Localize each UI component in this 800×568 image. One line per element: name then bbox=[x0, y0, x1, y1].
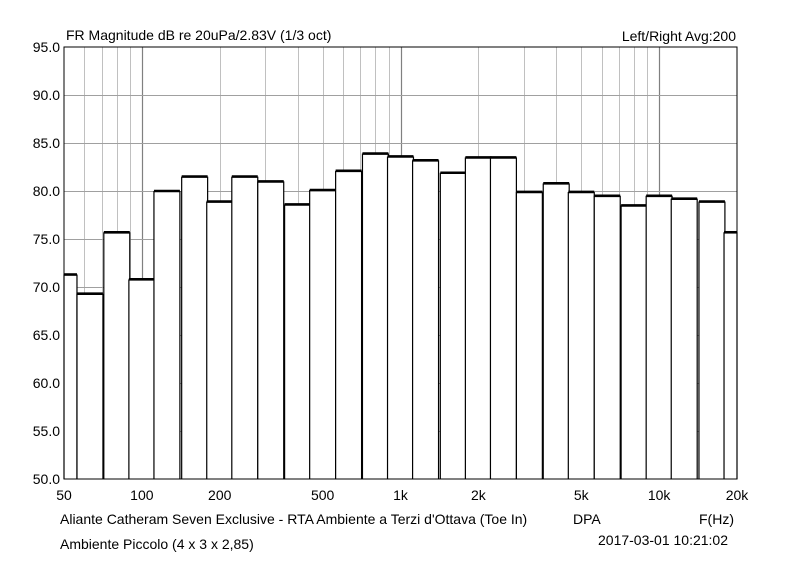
x-tick-label: 200 bbox=[208, 487, 232, 503]
y-tick-label: 95.0 bbox=[33, 39, 60, 55]
y-tick-label: 55.0 bbox=[33, 423, 60, 439]
band-bar-fill bbox=[387, 156, 414, 479]
band-bar-fill bbox=[412, 160, 439, 479]
band-bar-fill bbox=[671, 198, 698, 479]
band-bar-fill bbox=[128, 279, 155, 479]
channel-average-label: Left/Right Avg:200 bbox=[621, 28, 736, 44]
bars bbox=[63, 152, 738, 480]
x-tick-label: 5k bbox=[574, 487, 590, 503]
band-bar-fill bbox=[362, 153, 389, 479]
band-bar-fill bbox=[621, 205, 648, 479]
band-bar-fill bbox=[64, 274, 77, 479]
room-description: Ambiente Piccolo (4 x 3 x 2,85) bbox=[60, 536, 254, 552]
band-bar-fill bbox=[465, 157, 492, 479]
x-axis-unit-label: F(Hz) bbox=[699, 511, 734, 527]
y-tick-label: 65.0 bbox=[33, 327, 60, 343]
band-bar-fill bbox=[206, 201, 233, 479]
band-bar-fill bbox=[646, 195, 673, 480]
y-tick-label: 50.0 bbox=[33, 471, 60, 487]
x-tick-label: 2k bbox=[471, 487, 487, 503]
band-bar-fill bbox=[153, 191, 180, 479]
band-bar-fill bbox=[440, 172, 467, 479]
band-bar-fill bbox=[698, 201, 725, 479]
band-bar-fill bbox=[594, 195, 621, 480]
y-tick-label: 85.0 bbox=[33, 135, 60, 151]
x-tick-label: 10k bbox=[648, 487, 672, 503]
band-bar-fill bbox=[490, 157, 517, 479]
x-tick-label: 20k bbox=[726, 487, 750, 503]
x-tick-label: 500 bbox=[311, 487, 335, 503]
band-bar-fill bbox=[181, 176, 208, 479]
band-bar-fill bbox=[257, 181, 284, 479]
band-bar-fill bbox=[335, 170, 362, 479]
x-tick-label: 50 bbox=[56, 487, 72, 503]
band-bar-fill bbox=[76, 293, 103, 479]
band-bar-fill bbox=[309, 190, 336, 480]
x-tick-label: 100 bbox=[130, 487, 154, 503]
plot-frame bbox=[63, 46, 738, 480]
y-tick-label: 70.0 bbox=[33, 279, 60, 295]
x-tick-labels: 50 100 200 500 1k 2k 5k 10k 20k bbox=[56, 487, 749, 503]
band-bar-fill bbox=[284, 204, 311, 479]
band-bar-fill bbox=[231, 176, 258, 479]
measurement-description: Aliante Catheram Seven Exclusive - RTA A… bbox=[60, 511, 528, 527]
y-tick-label: 90.0 bbox=[33, 87, 60, 103]
chart-title: FR Magnitude dB re 20uPa/2.83V (1/3 oct) bbox=[66, 27, 332, 43]
band-bar-fill bbox=[103, 232, 130, 479]
band-bar-fill bbox=[724, 232, 737, 479]
band-bar-fill bbox=[516, 191, 543, 479]
band-bar-fill bbox=[543, 183, 570, 479]
x-tick-label: 1k bbox=[393, 487, 409, 503]
dpa-label: DPA bbox=[573, 511, 601, 527]
band-bar-fill bbox=[568, 191, 595, 479]
y-tick-label: 60.0 bbox=[33, 375, 60, 391]
y-tick-labels: 50.0 55.0 60.0 65.0 70.0 75.0 80.0 85.0 90.0 95.0 bbox=[33, 39, 60, 487]
y-tick-label: 80.0 bbox=[33, 183, 60, 199]
measurement-datetime: 2017-03-01 10:21:02 bbox=[598, 532, 728, 548]
y-tick-label: 75.0 bbox=[33, 231, 60, 247]
